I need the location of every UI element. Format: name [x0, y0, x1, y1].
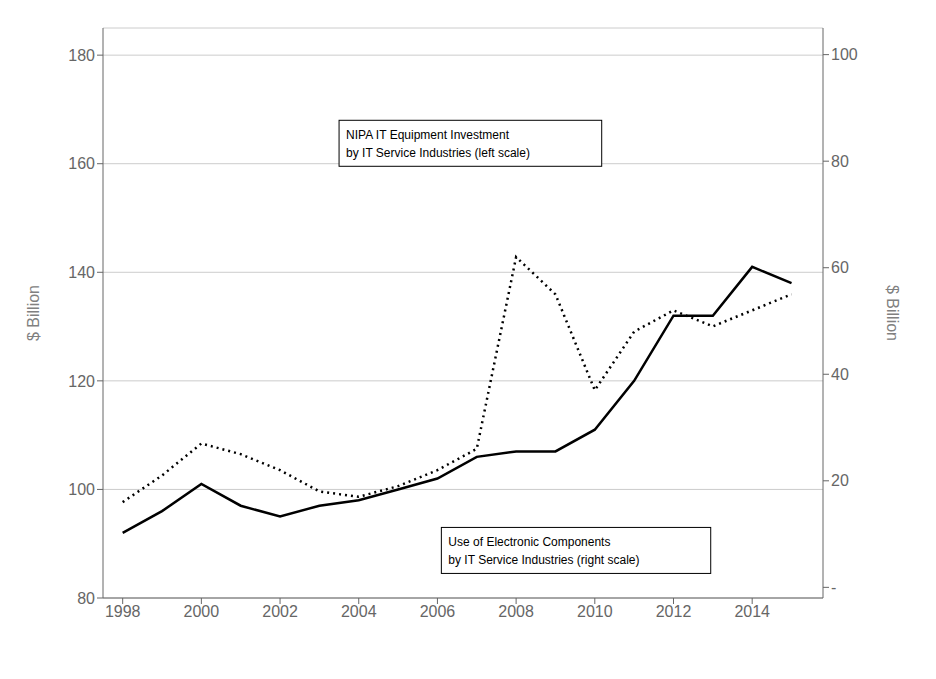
svg-text:40: 40 — [831, 366, 849, 383]
svg-text:20: 20 — [831, 472, 849, 489]
svg-text:2004: 2004 — [341, 603, 377, 620]
svg-text:$ Billion: $ Billion — [25, 285, 42, 341]
svg-text:-: - — [831, 579, 836, 596]
svg-text:2010: 2010 — [577, 603, 613, 620]
svg-text:2006: 2006 — [420, 603, 456, 620]
svg-text:$ Billion: $ Billion — [884, 285, 901, 341]
svg-text:100: 100 — [68, 481, 95, 498]
svg-text:80: 80 — [831, 153, 849, 170]
svg-text:100: 100 — [831, 46, 858, 63]
svg-text:2000: 2000 — [184, 603, 220, 620]
svg-text:2012: 2012 — [656, 603, 692, 620]
svg-text:2002: 2002 — [262, 603, 298, 620]
svg-text:NIPA IT Equipment Investmentby: NIPA IT Equipment Investmentby IT Servic… — [346, 128, 530, 160]
svg-text:Use of Electronic Componentsby: Use of Electronic Componentsby IT Servic… — [448, 535, 639, 567]
svg-text:180: 180 — [68, 47, 95, 64]
svg-text:1998: 1998 — [105, 603, 141, 620]
svg-text:60: 60 — [831, 259, 849, 276]
svg-text:140: 140 — [68, 264, 95, 281]
svg-text:2014: 2014 — [734, 603, 770, 620]
svg-text:80: 80 — [77, 590, 95, 607]
svg-text:2008: 2008 — [498, 603, 534, 620]
svg-text:120: 120 — [68, 373, 95, 390]
svg-text:160: 160 — [68, 155, 95, 172]
